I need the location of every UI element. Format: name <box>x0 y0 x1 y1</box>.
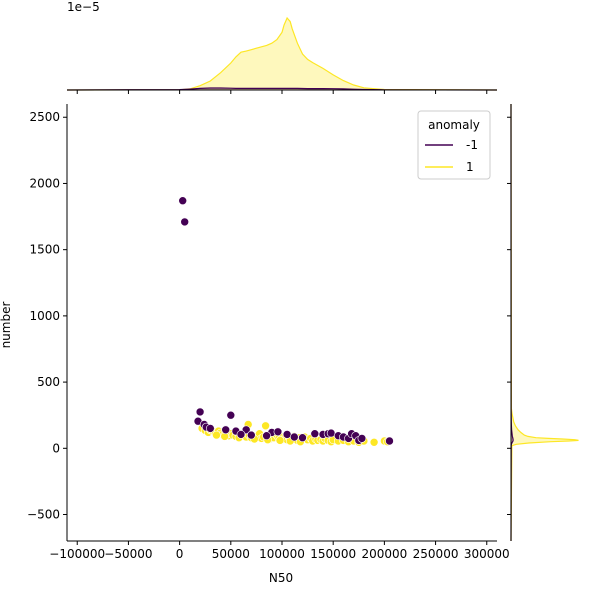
scatter-point <box>206 424 215 433</box>
main-scatter-plot: −100000 −50000 0 50000 100000 150000 200000 250… <box>27 104 510 561</box>
scatter-point <box>247 430 256 440</box>
scatter-point <box>298 433 307 443</box>
scatter-point <box>289 432 299 442</box>
scatter-point <box>310 429 320 439</box>
x-tick-label: 0 <box>176 547 184 561</box>
x-tick-label: 300000 <box>464 547 510 561</box>
y-tick-label: 0 <box>52 441 60 455</box>
scatter-point <box>385 436 394 446</box>
x-tick-label: −50000 <box>104 547 152 561</box>
right-marginal-density <box>507 103 579 542</box>
legend-frame <box>417 110 491 180</box>
x-tick-label: 100000 <box>259 547 305 561</box>
x-tick-label: 50000 <box>212 547 250 561</box>
legend: anomaly -1 1 <box>417 110 491 180</box>
y-tick-label: 1500 <box>29 243 60 257</box>
scatter-point <box>275 436 285 445</box>
y-tick-label: −500 <box>27 508 60 522</box>
x-tick-label: 200000 <box>361 547 407 561</box>
y-tick-label: 500 <box>37 375 60 389</box>
scatter-point <box>236 430 246 439</box>
scatter-series-neg1 <box>178 196 394 446</box>
top-density-line-neg1 <box>66 87 498 91</box>
scatter-point <box>212 430 221 440</box>
scatter-point <box>178 196 187 205</box>
legend-title: anomaly <box>428 118 480 132</box>
top-marginal-offset-label: 1e−5 <box>67 0 100 14</box>
scatter-point <box>261 421 270 431</box>
x-tick-label: 250000 <box>413 547 459 561</box>
legend-label-1: 1 <box>466 160 474 174</box>
top-marginal-density <box>66 16 498 94</box>
scatter-point <box>282 430 292 439</box>
top-density-line-1 <box>66 16 498 91</box>
scatter-point <box>369 437 379 447</box>
y-tick-label: 2000 <box>29 176 60 190</box>
x-tick-label: 150000 <box>310 547 356 561</box>
scatter-point <box>180 217 189 227</box>
x-axis-title: N50 <box>269 571 293 585</box>
scatter-point <box>262 431 271 441</box>
y-tick-label: 1000 <box>29 309 60 323</box>
right-density-line-1 <box>510 103 579 542</box>
scatter-point <box>221 425 230 435</box>
right-density-fill-1 <box>511 104 579 541</box>
x-tick-label: −100000 <box>49 547 105 561</box>
top-density-fill-1 <box>67 18 497 90</box>
scatter-point <box>326 428 336 438</box>
scatter-point <box>357 434 367 443</box>
y-tick-label: 2500 <box>29 110 60 124</box>
legend-label-neg1: -1 <box>466 138 478 152</box>
scatter-point <box>195 407 205 417</box>
scatter-point <box>273 427 283 437</box>
y-axis-title: number <box>0 302 13 349</box>
scatter-point <box>226 410 236 420</box>
